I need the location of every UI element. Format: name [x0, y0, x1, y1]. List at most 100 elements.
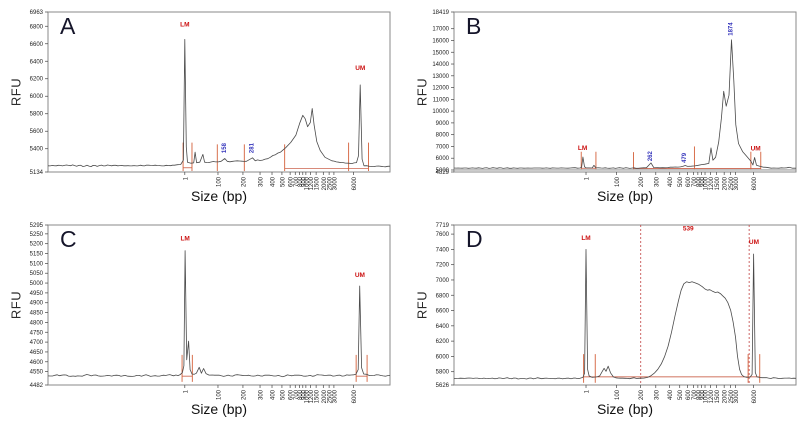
svg-text:4829: 4829 — [436, 170, 450, 176]
svg-text:1: 1 — [585, 176, 591, 180]
svg-text:700: 700 — [692, 389, 698, 400]
svg-text:2000: 2000 — [322, 176, 328, 190]
trace — [453, 39, 796, 169]
panel-c: C RFU 5295 5250 5200 5150 5100 5050 5000 4950 49… — [0, 213, 406, 426]
svg-text:1000: 1000 — [304, 176, 310, 190]
svg-text:5150: 5150 — [30, 252, 44, 258]
svg-text:3000: 3000 — [734, 176, 740, 190]
svg-text:5050: 5050 — [30, 271, 44, 277]
svg-text:300: 300 — [654, 389, 660, 400]
svg-text:400: 400 — [668, 176, 674, 187]
trace — [47, 39, 391, 168]
svg-text:1: 1 — [585, 389, 591, 393]
svg-text:12000: 12000 — [432, 86, 449, 92]
svg-text:1500: 1500 — [315, 176, 321, 190]
svg-text:6000: 6000 — [436, 354, 450, 360]
marker-lines — [182, 142, 369, 172]
svg-text:600: 600 — [686, 389, 692, 400]
svg-text:5626: 5626 — [436, 383, 450, 389]
svg-text:600: 600 — [289, 389, 295, 400]
svg-text:5800: 5800 — [436, 370, 450, 376]
svg-text:7600: 7600 — [436, 232, 450, 238]
svg-text:5000: 5000 — [30, 281, 44, 287]
svg-text:800: 800 — [696, 176, 702, 187]
red-region-lines — [183, 167, 369, 170]
svg-text:600: 600 — [289, 176, 295, 187]
svg-text:500: 500 — [280, 389, 286, 400]
peak-label: 479 — [682, 152, 688, 163]
svg-text:200: 200 — [639, 176, 645, 187]
svg-text:1000: 1000 — [704, 176, 710, 190]
svg-text:1000: 1000 — [304, 389, 310, 403]
peak-label: UM — [749, 239, 759, 246]
svg-text:100: 100 — [216, 389, 222, 400]
svg-text:900: 900 — [700, 176, 706, 187]
x-axis-label-d: Size (bp) — [596, 401, 654, 417]
electropherogram-plot-d: 7719 7600 7400 7200 7000 6800 6600 6400 6200 6000… — [436, 223, 797, 403]
svg-text:7000: 7000 — [436, 144, 450, 150]
peak-labels: LM UM 262 479 1874 — [578, 22, 761, 163]
peak-label: LM — [180, 21, 189, 28]
svg-text:13000: 13000 — [432, 74, 449, 80]
svg-text:4900: 4900 — [30, 301, 44, 307]
svg-text:700: 700 — [692, 176, 698, 187]
trace — [453, 249, 797, 380]
svg-text:6000: 6000 — [752, 389, 758, 403]
peak-label: 539 — [683, 225, 694, 232]
svg-text:800: 800 — [298, 176, 304, 187]
marker-lines — [181, 354, 368, 382]
svg-text:6000: 6000 — [352, 389, 358, 403]
peak-label: LM — [180, 236, 189, 243]
peak-label: UM — [751, 146, 761, 153]
svg-text:5295: 5295 — [30, 223, 44, 229]
peak-labels: LM UM — [180, 236, 365, 279]
x-axis-label-b: Size (bp) — [596, 188, 654, 204]
svg-text:2500: 2500 — [729, 176, 735, 190]
svg-text:5000: 5000 — [436, 168, 450, 174]
svg-text:4950: 4950 — [30, 291, 44, 297]
marker-lines — [580, 146, 762, 170]
svg-text:5134: 5134 — [30, 170, 44, 176]
svg-text:6800: 6800 — [436, 293, 450, 299]
svg-text:100: 100 — [615, 176, 621, 187]
peak-label: LM — [578, 145, 587, 152]
peak-label: UM — [355, 65, 365, 72]
svg-text:800: 800 — [696, 389, 702, 400]
svg-text:6000: 6000 — [752, 176, 758, 190]
x-axis-label-a: Size (bp) — [190, 188, 248, 204]
svg-text:400: 400 — [271, 389, 277, 400]
svg-text:18419: 18419 — [432, 10, 449, 16]
y-axis: 6963 6800 6600 6400 6200 6000 5800 5600 5400 5134 — [30, 10, 48, 176]
svg-text:7400: 7400 — [436, 247, 450, 253]
y-axis-label-d: RFU — [414, 290, 430, 320]
peak-label: 262 — [648, 150, 654, 161]
panel-d: D RFU 7719 7600 7400 7200 7000 6800 6600 6400 62… — [406, 213, 812, 426]
svg-text:5600: 5600 — [30, 129, 44, 135]
svg-text:6600: 6600 — [30, 42, 44, 48]
svg-text:5100: 5100 — [30, 261, 44, 267]
svg-text:3000: 3000 — [734, 389, 740, 403]
svg-text:6200: 6200 — [30, 77, 44, 83]
svg-text:2000: 2000 — [723, 176, 729, 190]
svg-text:4700: 4700 — [30, 340, 44, 346]
svg-text:1500: 1500 — [715, 389, 721, 403]
svg-text:7000: 7000 — [436, 278, 450, 284]
svg-text:2500: 2500 — [729, 389, 735, 403]
svg-text:1500: 1500 — [715, 176, 721, 190]
peak-label: UM — [355, 272, 365, 279]
peak-label: LM — [581, 235, 590, 242]
svg-text:2500: 2500 — [328, 389, 334, 403]
svg-text:2000: 2000 — [322, 389, 328, 403]
plot-border — [453, 224, 797, 386]
svg-text:300: 300 — [654, 176, 660, 187]
svg-text:3000: 3000 — [332, 176, 338, 190]
svg-text:4650: 4650 — [30, 350, 44, 356]
svg-text:9000: 9000 — [436, 121, 450, 127]
svg-text:1000: 1000 — [704, 389, 710, 403]
svg-text:2500: 2500 — [328, 176, 334, 190]
svg-text:400: 400 — [271, 176, 277, 187]
y-axis: 5295 5250 5200 5150 5100 5050 5000 4950 4900 4850… — [30, 223, 48, 389]
